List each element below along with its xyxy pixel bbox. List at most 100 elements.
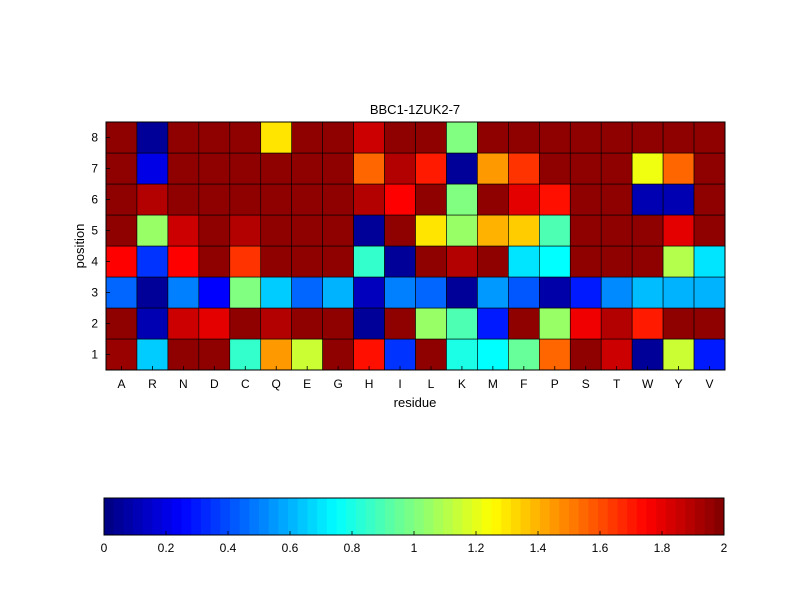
heatmap-cell: [446, 121, 478, 154]
heatmap-cell: [631, 276, 664, 309]
colorbar-segment: [113, 498, 124, 535]
colorbar-segment: [704, 498, 715, 535]
heatmap-cell: [662, 307, 695, 340]
heatmap-cell: [198, 276, 231, 309]
heatmap-cell: [662, 245, 695, 278]
heatmap-cell: [662, 183, 695, 216]
heatmap-cell: [569, 307, 602, 340]
heatmap-cell: [136, 276, 169, 309]
heatmap-cell: [662, 338, 695, 371]
heatmap-cell: [446, 276, 478, 309]
heatmap-cell: [600, 276, 633, 309]
heatmap-cell: [105, 183, 138, 216]
heatmap-cell: [198, 307, 231, 340]
heatmap-axes-frame: [105, 121, 726, 371]
heatmap-cell: [353, 183, 385, 216]
colorbar-segment: [123, 498, 134, 535]
colorbar-segment: [142, 498, 153, 535]
heatmap-cell: [662, 152, 695, 185]
heatmap-cell: [569, 338, 602, 371]
x-tick-label: V: [706, 377, 714, 391]
heatmap-cell: [415, 214, 447, 247]
heatmap-cell: [538, 245, 571, 278]
heatmap-cell: [600, 121, 633, 154]
heatmap-cell: [260, 183, 293, 216]
heatmap-cell: [198, 183, 231, 216]
heatmap-cell: [538, 121, 571, 154]
colorbar-tick-label: 2: [721, 541, 728, 555]
heatmap-cell: [631, 214, 664, 247]
heatmap-cell: [384, 307, 416, 340]
heatmap-cell: [322, 338, 354, 371]
colorbar-segment: [443, 498, 454, 535]
heatmap-cell: [415, 183, 447, 216]
colorbar-segment: [191, 498, 202, 535]
heatmap-cell: [291, 152, 323, 185]
heatmap-cell: [538, 307, 571, 340]
colorbar-segment: [414, 498, 425, 535]
heatmap-cell: [508, 121, 540, 154]
colorbar-segment: [694, 498, 706, 535]
heatmap-cell: [569, 183, 602, 216]
colorbar-tick-label: 1.8: [654, 541, 671, 555]
heatmap-cell: [291, 183, 323, 216]
colorbar-segment: [210, 498, 221, 535]
colorbar-segment: [346, 498, 357, 535]
heatmap-cell: [105, 152, 138, 185]
heatmap-cell: [662, 214, 695, 247]
colorbar-segment: [152, 498, 163, 535]
heatmap-cell: [105, 338, 138, 371]
colorbar-segment: [433, 498, 444, 535]
colorbar-segment: [646, 498, 657, 535]
colorbar-segment: [530, 498, 541, 535]
heatmap-cell: [167, 183, 200, 216]
colorbar-segment: [384, 498, 396, 535]
colorbar-segment: [578, 498, 589, 535]
colorbar-tick-label: 1.2: [468, 541, 485, 555]
x-axis-label: residue: [394, 395, 437, 410]
heatmap-cell: [693, 214, 726, 247]
heatmap-cell: [477, 152, 509, 185]
colorbar-segment: [288, 498, 299, 535]
colorbar-tick-labels: 0 0.2 0.4 0.6 0.8 1 1.2 1.4 1.6 1.8 2: [101, 531, 728, 555]
x-tick-label: P: [551, 377, 559, 391]
heatmap-cell: [198, 245, 231, 278]
heatmap-cell: [446, 183, 478, 216]
colorbar-segment: [404, 498, 415, 535]
heatmap-cell: [136, 338, 169, 371]
colorbar-segment: [510, 498, 522, 535]
heatmap-cell: [136, 121, 169, 154]
colorbar-segment: [491, 498, 502, 535]
heatmap-cell: [260, 307, 293, 340]
heatmap-cell: [538, 338, 571, 371]
heatmap-cell: [508, 183, 540, 216]
x-tick-label: C: [241, 377, 250, 391]
heatmap-cell: [446, 245, 478, 278]
heatmap-cell: [136, 152, 169, 185]
heatmap-cell: [384, 183, 416, 216]
heatmap-cell: [105, 276, 138, 309]
x-tick-label: E: [303, 377, 311, 391]
colorbar: [104, 498, 725, 535]
heatmap-cell: [353, 338, 385, 371]
heatmap-cell: [508, 276, 540, 309]
heatmap-cell: [167, 276, 200, 309]
heatmap-cell: [105, 307, 138, 340]
heatmap-cell: [631, 183, 664, 216]
heatmap-cell: [600, 183, 633, 216]
heatmap-cell: [353, 245, 385, 278]
colorbar-segment: [220, 498, 231, 535]
colorbar-segment: [675, 498, 686, 535]
y-tick-label: 3: [91, 286, 98, 300]
heatmap-cell: [600, 245, 633, 278]
heatmap-cell: [538, 183, 571, 216]
heatmap-cell: [105, 214, 138, 247]
heatmap-cell: [600, 152, 633, 185]
colorbar-segment: [481, 498, 492, 535]
colorbar-tick-label: 0: [101, 541, 108, 555]
colorbar-segment: [539, 498, 551, 535]
heatmap-cell: [353, 152, 385, 185]
heatmap-cell: [167, 121, 200, 154]
heatmap-cell: [477, 214, 509, 247]
heatmap-cell: [105, 245, 138, 278]
